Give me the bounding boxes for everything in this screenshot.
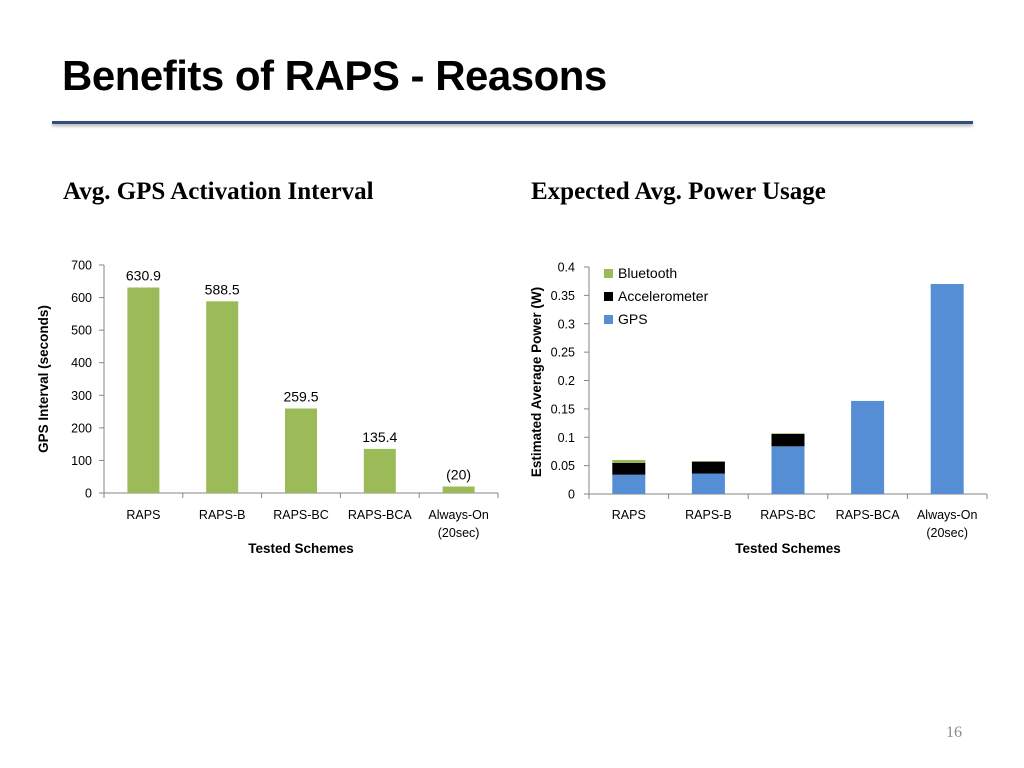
legend-swatch-gps [604,315,613,324]
x-axis-title: Tested Schemes [735,541,841,556]
y-tick-label-200: 200 [71,421,92,435]
x-tick-label-raps-bc: RAPS-BC [760,508,816,522]
bar-segment-bluetooth-raps-bc [771,433,805,434]
x-tick-label-always-on-20sec-line-2: (20sec) [438,526,480,540]
bar-raps-bc [285,408,317,493]
bar-segment-bluetooth-raps-b [691,461,725,462]
y-tick-label-0-35: 0.35 [551,289,575,303]
x-tick-label-raps-bca: RAPS-BCA [836,508,901,522]
bar-segment-gps-raps [612,474,646,494]
y-tick-label-0-05: 0.05 [551,459,575,473]
bar-raps-bca [363,448,396,493]
y-tick-label-0: 0 [85,487,92,501]
bar-segment-gps-raps-bca [851,400,885,494]
data-label-raps: 630.9 [126,268,161,284]
x-tick-label-raps-b: RAPS-B [685,508,732,522]
y-tick-label-0-4: 0.4 [558,261,575,275]
legend-label-gps: GPS [618,311,648,327]
bar-segment-bluetooth-raps [612,459,646,463]
x-axis-title: Tested Schemes [248,541,354,556]
y-tick-label-0-15: 0.15 [551,402,575,416]
slide-title: Benefits of RAPS - Reasons [62,52,607,99]
x-tick-label-always-on-20sec-line-2: (20sec) [926,526,968,540]
bar-segment-accelerometer-raps [612,462,646,475]
y-tick-label-700: 700 [71,259,92,273]
x-tick-label-raps: RAPS [612,508,646,522]
data-label-raps-bc: 259.5 [283,388,318,404]
x-tick-label-always-on-20sec: Always-On [428,508,488,522]
y-axis-title: GPS Interval (seconds) [36,305,51,453]
data-label-always-on-20sec: (20) [446,466,471,482]
legend-label-bluetooth: Bluetooth [618,265,677,281]
page-number: 16 [946,724,962,741]
power-usage-heading: Expected Avg. Power Usage [531,178,826,205]
data-label-raps-bca: 135.4 [362,429,397,445]
legend-label-accelerometer: Accelerometer [618,288,709,304]
x-tick-label-always-on-20sec: Always-On [917,508,977,522]
y-tick-label-600: 600 [71,291,92,305]
data-label-raps-b: 588.5 [205,281,240,297]
x-tick-label-raps-b: RAPS-B [199,508,246,522]
y-tick-label-100: 100 [71,454,92,468]
x-tick-label-raps: RAPS [126,508,160,522]
y-tick-label-0-1: 0.1 [558,431,575,445]
bar-raps-b [206,301,239,493]
bar-segment-gps-raps-bc [771,446,805,494]
y-tick-label-0-3: 0.3 [558,317,575,331]
bar-segment-accelerometer-raps-bc [771,433,805,447]
gps-interval-heading: Avg. GPS Activation Interval [63,178,374,205]
bar-raps [127,287,160,493]
x-tick-label-raps-bc: RAPS-BC [273,508,329,522]
y-tick-label-0-25: 0.25 [551,346,575,360]
legend-swatch-accelerometer [604,292,613,301]
y-tick-label-0: 0 [568,488,575,502]
title-divider [52,121,973,124]
y-tick-label-0-2: 0.2 [558,374,575,388]
y-tick-label-300: 300 [71,389,92,403]
y-tick-label-400: 400 [71,356,92,370]
y-tick-label-500: 500 [71,324,92,338]
bar-always-on-20sec [442,486,475,493]
bar-segment-gps-raps-b [691,473,725,494]
x-tick-label-raps-bca: RAPS-BCA [348,508,413,522]
bar-segment-accelerometer-raps-b [691,461,725,474]
bar-segment-gps-always-on-20sec [930,284,964,494]
y-axis-title: Estimated Average Power (W) [529,287,544,477]
legend-swatch-bluetooth [604,269,613,278]
